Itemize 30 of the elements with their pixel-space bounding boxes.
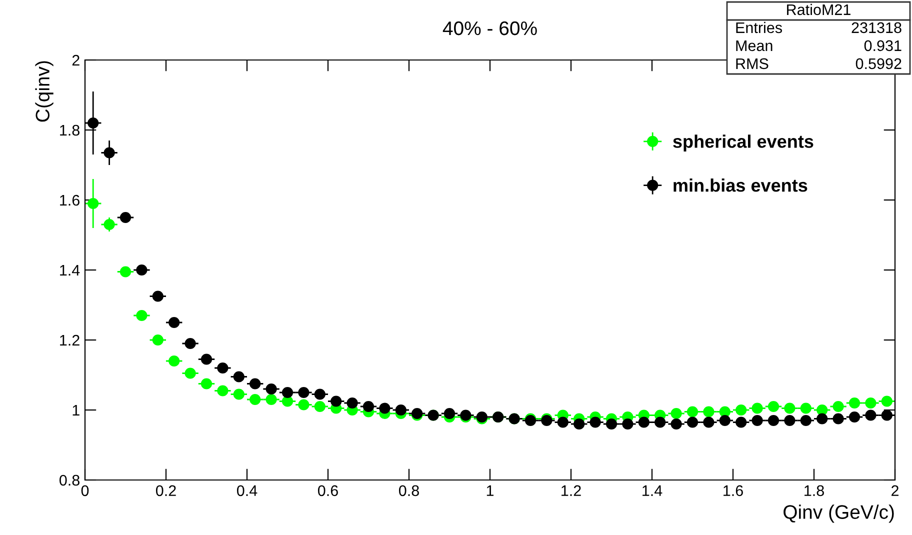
y-tick-label: 1.2	[60, 334, 80, 346]
x-tick-label: 1.6	[724, 485, 743, 496]
y-axis-title: C(qinv)	[35, 61, 54, 122]
text: 231318	[852, 22, 902, 34]
x-tick-label: 1.2	[562, 485, 581, 496]
x-tick-label: 1.8	[804, 485, 824, 496]
y-tick-label: 0.8	[60, 474, 80, 486]
x-tick-label: 0.4	[236, 485, 258, 496]
text: RatioM21	[787, 4, 850, 16]
legend-label: spherical events	[673, 134, 814, 152]
x-tick-label: 0.6	[318, 485, 338, 496]
legend-label: min.bias events	[674, 178, 808, 192]
text: 0.931	[864, 40, 902, 52]
text: Mean	[736, 40, 772, 52]
annotation: RMS	[736, 58, 768, 70]
x-tick-label: 1	[486, 485, 494, 496]
text: Entries	[736, 22, 782, 34]
y-tick-label: 1.4	[60, 265, 80, 276]
y-tick-label: 2	[72, 54, 80, 66]
x-tick-label: 0	[81, 485, 89, 496]
annotation: 0.5992	[856, 58, 902, 70]
chart-title: 40% - 60%	[442, 21, 537, 36]
x-tick-label: 0.8	[398, 485, 419, 496]
y-tick-label: 1	[72, 405, 80, 416]
x-tick-label: 1.4	[642, 485, 662, 496]
y-tick-label: 1.6	[60, 194, 80, 206]
x-tick-label: 0.2	[156, 485, 176, 496]
y-tick-label: 1.8	[60, 124, 80, 136]
x-axis-title: Qinv (GeV/c)	[784, 504, 894, 523]
x-tick-label: 2	[892, 485, 898, 496]
